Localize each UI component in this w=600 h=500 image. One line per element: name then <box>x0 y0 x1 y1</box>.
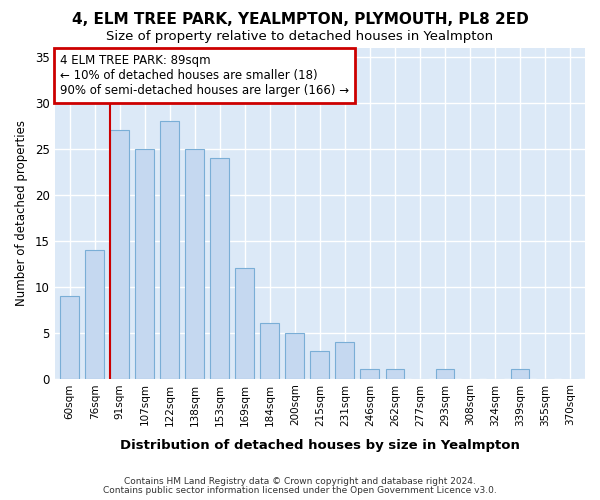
Text: Contains public sector information licensed under the Open Government Licence v3: Contains public sector information licen… <box>103 486 497 495</box>
Bar <box>136 148 154 378</box>
Y-axis label: Number of detached properties: Number of detached properties <box>15 120 28 306</box>
Bar <box>260 324 279 378</box>
Text: Size of property relative to detached houses in Yealmpton: Size of property relative to detached ho… <box>106 30 494 43</box>
Bar <box>310 351 329 378</box>
Bar <box>61 296 79 378</box>
Bar <box>386 370 404 378</box>
Bar <box>160 121 179 378</box>
X-axis label: Distribution of detached houses by size in Yealmpton: Distribution of detached houses by size … <box>120 440 520 452</box>
Bar <box>361 370 379 378</box>
Bar <box>286 332 304 378</box>
Text: Contains HM Land Registry data © Crown copyright and database right 2024.: Contains HM Land Registry data © Crown c… <box>124 477 476 486</box>
Text: 4, ELM TREE PARK, YEALMPTON, PLYMOUTH, PL8 2ED: 4, ELM TREE PARK, YEALMPTON, PLYMOUTH, P… <box>71 12 529 28</box>
Text: 4 ELM TREE PARK: 89sqm
← 10% of detached houses are smaller (18)
90% of semi-det: 4 ELM TREE PARK: 89sqm ← 10% of detached… <box>60 54 349 97</box>
Bar <box>235 268 254 378</box>
Bar <box>511 370 529 378</box>
Bar <box>335 342 354 378</box>
Bar <box>436 370 454 378</box>
Bar <box>185 148 204 378</box>
Bar <box>110 130 129 378</box>
Bar <box>211 158 229 378</box>
Bar <box>85 250 104 378</box>
